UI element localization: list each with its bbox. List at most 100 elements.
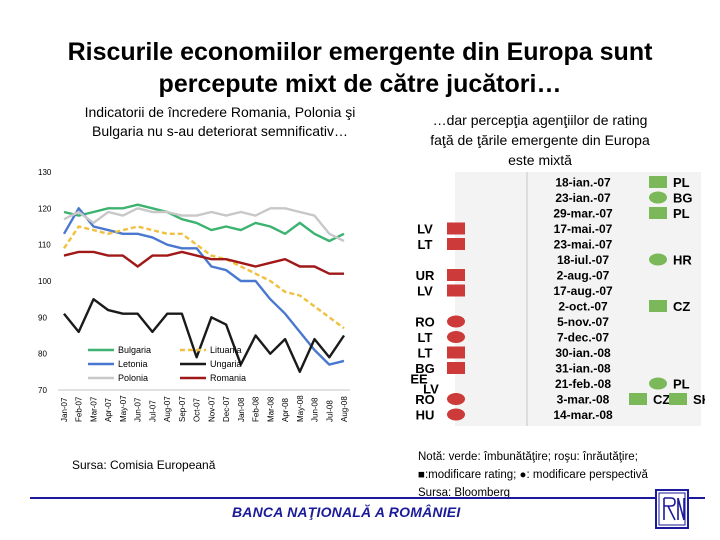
rating-country-code: PL [673,377,690,392]
rating-country-code: BG [673,191,693,206]
rating-change-square [447,346,465,359]
x-tick-label: Nov-07 [207,396,216,422]
note-block: Notă: verde: îmbunătăţire; roşu: înrăută… [418,448,718,502]
rating-date: 2-aug.-07 [557,269,610,283]
legend-label: Polonia [118,373,148,383]
x-tick-label: Aug-07 [163,396,172,422]
y-tick-label: 130 [38,168,52,177]
note-line-1: Notă: verde: îmbunătăţire; roşu: înrăută… [418,451,638,463]
rating-country-code: LT [418,346,433,361]
x-tick-label: May-08 [296,395,305,422]
x-tick-label: Jul-07 [148,400,157,422]
rating-country-code: SK [693,392,705,407]
rating-date: 23-mai.-07 [554,238,613,252]
left-subtitle: Indicatorii de încredere Romania, Poloni… [50,103,390,141]
right-subtitle-line-3: este mixtă [508,152,572,168]
footer-divider [30,497,705,499]
rating-date: 30-ian.-08 [555,346,611,360]
series-line-letonia [62,207,345,366]
x-tick-label: Jan-07 [60,397,69,422]
rating-change-square [649,207,667,219]
x-tick-label: Apr-08 [281,397,290,422]
rating-change-square [649,176,667,188]
y-tick-label: 100 [38,277,52,286]
rating-country-code: PL [673,175,690,190]
outlook-change-circle [447,408,465,421]
note-line-2: ■:modificare rating; ●: modificare persp… [418,469,648,481]
x-tick-label: Dec-07 [222,396,231,422]
legend-label: Ungaria [210,359,242,369]
rating-date: 18-ian.-07 [555,176,611,190]
rating-country-code: CZ [673,299,690,314]
rating-country-code: EE [410,372,428,387]
right-subtitle-line-2: faţă de ţările emergente din Europa [430,132,650,148]
x-tick-label: Sep-07 [178,396,187,422]
rating-date: 29-mar.-07 [553,207,613,221]
rating-date: 23-ian.-07 [555,191,611,205]
rating-date: 5-nov.-07 [557,315,609,329]
rating-country-code: RO [415,315,435,330]
left-subtitle-line-1: Indicatorii de încredere Romania, Poloni… [84,104,356,120]
y-tick-label: 110 [38,241,51,250]
x-tick-label: Jun-08 [311,397,320,422]
series-line-bulgaria [63,203,345,243]
x-tick-label: Mar-08 [266,396,275,422]
rating-change-square [447,269,465,281]
rating-country-code: LV [417,222,433,237]
x-tick-label: Mar-07 [89,396,98,422]
x-tick-label: Feb-08 [252,396,261,422]
rating-country-code: HU [416,408,435,423]
rating-country-code: HR [673,253,692,268]
note-line-3: Sursa: Bloomberg [418,487,511,499]
x-tick-label: Jun-07 [134,397,143,422]
rating-change-square [447,238,465,250]
title-line-2: percepute mixt de către jucători… [158,70,562,98]
outlook-change-circle [649,253,667,266]
rating-change-square [629,393,647,405]
y-tick-label: 120 [38,204,52,213]
rating-country-code: PL [673,206,690,221]
footer-institution: BANCA NAŢIONALĂ A ROMÂNIEI [232,504,461,520]
y-tick-label: 80 [38,350,47,359]
right-subtitle: …dar percepţia agenţiilor de rating faţă… [400,110,680,170]
right-subtitle-line-1: …dar percepţia agenţiilor de rating [432,112,648,128]
rating-date: 31-ian.-08 [555,362,611,376]
bnr-logo-icon [655,489,689,529]
rating-date: 7-dec.-07 [557,331,609,345]
confidence-line-chart: 70 80 90 100 110 120 130 Jan-07 Feb-07 Mar-07 Apr-… [38,168,350,422]
series-line-ungaria [63,297,345,374]
y-tick-label: 90 [38,313,47,322]
source-left: Sursa: Comisia Europeană [72,458,216,472]
rating-country-code: RO [415,392,435,407]
left-subtitle-line-2: Bulgaria nu s-au deteriorat semnificativ… [91,123,348,139]
x-tick-label: Jul-08 [325,400,334,422]
rating-date: 18-iul.-07 [557,253,609,267]
rating-change-square [649,300,667,312]
rating-country-code: LV [417,284,433,299]
rating-date: 2-oct.-07 [558,300,608,314]
outlook-change-circle [649,191,667,204]
legend-label: Bulgaria [118,345,151,355]
legend-label: Letonia [118,359,148,369]
rating-change-square [447,362,465,374]
slide-title: Riscurile economiilor emergente din Euro… [20,36,700,100]
rating-country-code: LT [418,237,433,252]
outlook-change-circle [447,331,465,343]
rating-country-code: BG [415,361,435,376]
legend-label: Lituania [210,345,242,355]
x-tick-label: Jan-08 [237,397,246,422]
outlook-change-circle [649,377,667,390]
title-line-1: Riscurile economiilor emergente din Euro… [67,38,653,66]
legend-label: Romania [210,373,246,383]
outlook-change-circle [447,393,465,405]
series-line-polonia [63,207,345,243]
series-line-romania [63,250,344,275]
rating-change-square [669,393,687,405]
rating-date: 21-feb.-08 [555,377,611,391]
rating-country-code: LT [418,330,433,345]
rating-country-code: CZ [653,392,670,407]
rating-date: 3-mar.-08 [557,393,610,407]
series-line-lituania [63,225,345,330]
rating-change-square [447,284,465,297]
rating-date: 17-mai.-07 [554,222,613,236]
